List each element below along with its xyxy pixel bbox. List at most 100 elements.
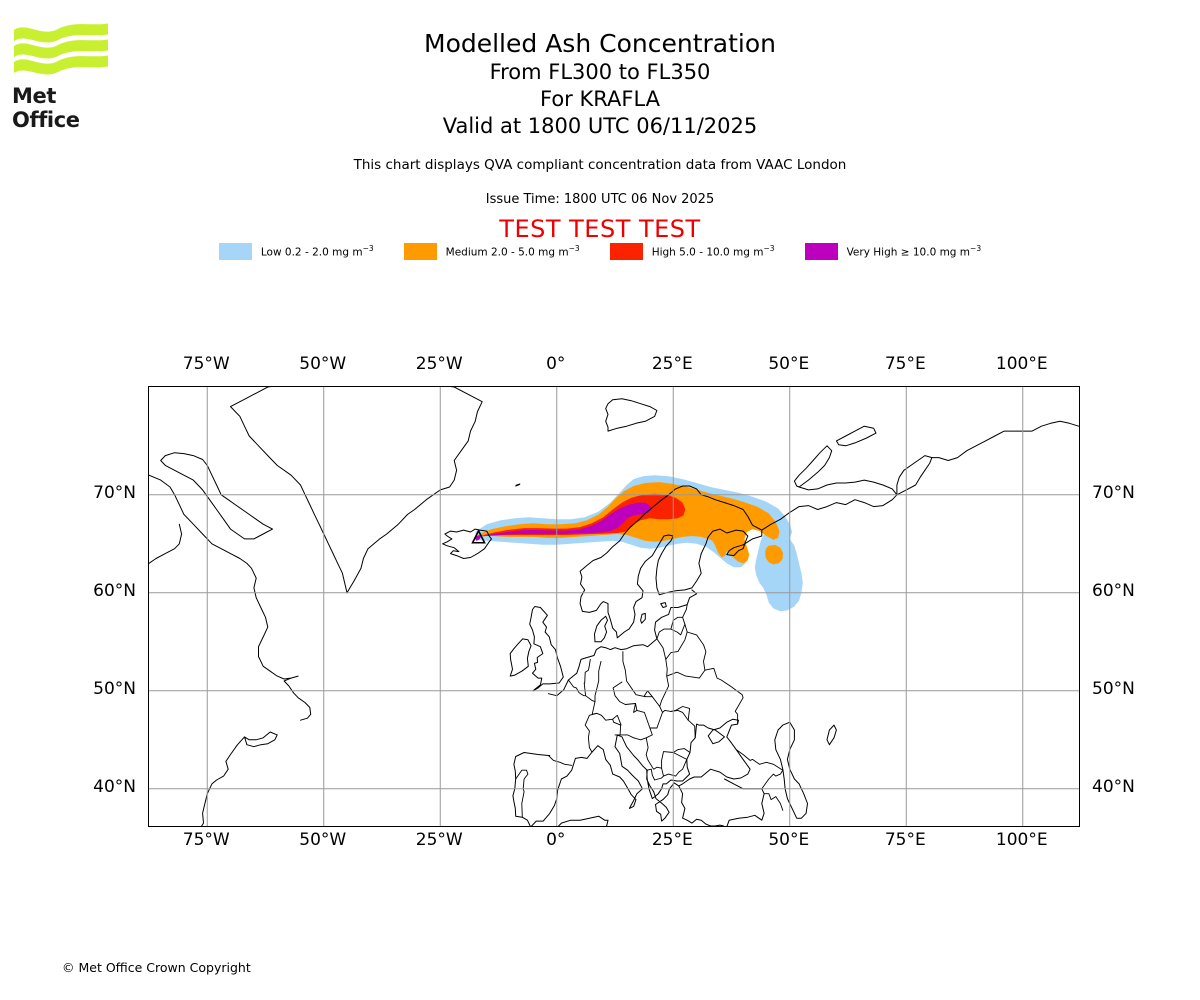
- lat-tick-right-3: 40°N: [1092, 776, 1135, 797]
- lon-tick-top-6: 75°E: [884, 354, 926, 374]
- coastline: [509, 638, 532, 677]
- ash-contour-low: [754, 533, 803, 612]
- country-border: [584, 658, 591, 684]
- graticule-layer: [149, 387, 1079, 826]
- legend-item-high: High 5.0 - 10.0 mg m−3: [609, 243, 775, 260]
- coastline: [149, 474, 299, 680]
- coastline: [724, 778, 765, 826]
- legend-label: High 5.0 - 10.0 mg m−3: [651, 244, 775, 259]
- qva-note: This chart displays QVA compliant concen…: [353, 157, 847, 173]
- legend-swatch: [403, 243, 437, 260]
- legend-label: Medium 2.0 - 5.0 mg m−3: [445, 244, 580, 259]
- lat-tick-right-2: 50°N: [1092, 678, 1135, 699]
- lon-tick-bottom-2: 25°W: [415, 830, 463, 850]
- coastline: [640, 612, 646, 624]
- logo-waves-icon: [14, 23, 108, 75]
- legend-swatch: [804, 243, 838, 260]
- title-line-1: Modelled Ash Concentration: [424, 29, 776, 58]
- legend-label: Very High ≥ 10.0 mg m−3: [846, 244, 982, 259]
- lat-tick-right-1: 60°N: [1092, 580, 1135, 601]
- legend-item-low: Low 0.2 - 2.0 mg m−3: [218, 243, 374, 260]
- lon-tick-bottom-5: 50°E: [768, 830, 810, 850]
- lon-tick-top-4: 25°E: [651, 354, 693, 374]
- coastline: [931, 420, 1079, 461]
- coastline: [515, 483, 521, 487]
- country-border: [666, 669, 706, 679]
- legend-label: Low 0.2 - 2.0 mg m−3: [260, 244, 374, 259]
- copyright-notice: © Met Office Crown Copyright: [62, 960, 251, 975]
- lon-tick-bottom-6: 75°E: [884, 830, 926, 850]
- lat-tick-left-3: 40°N: [93, 776, 136, 797]
- coastline: [442, 528, 492, 559]
- ash-contour-medium: [765, 544, 784, 565]
- ash-contour-very-high: [480, 502, 651, 537]
- volcano-triangle-icon: [471, 528, 486, 544]
- country-border: [656, 623, 686, 640]
- lon-tick-bottom-1: 50°W: [299, 830, 347, 850]
- coastline: [605, 398, 658, 432]
- lon-tick-top-5: 50°E: [768, 354, 810, 374]
- ash-contour-high: [659, 494, 675, 506]
- coastline-layer: [149, 387, 1079, 826]
- lon-tick-bottom-4: 25°E: [651, 830, 693, 850]
- country-border: [515, 769, 529, 818]
- coastline: [529, 606, 564, 692]
- country-border: [547, 755, 573, 766]
- coastline: [230, 387, 483, 594]
- country-border: [643, 690, 653, 698]
- coastline: [594, 615, 608, 643]
- volcano-marker: [471, 528, 486, 544]
- coastline: [835, 425, 877, 447]
- coastline: [160, 452, 273, 540]
- logo-wordmark: Met Office: [12, 84, 80, 132]
- coastline: [201, 736, 245, 826]
- lat-tick-left-2: 50°N: [93, 678, 136, 699]
- country-border: [583, 682, 622, 726]
- title-line-4: Valid at 1800 UTC 06/11/2025: [442, 114, 758, 138]
- country-border: [612, 651, 663, 729]
- coastline: [761, 479, 898, 531]
- lon-tick-top-1: 50°W: [299, 354, 347, 374]
- country-border: [735, 749, 784, 790]
- coastline: [793, 445, 833, 488]
- coastline: [774, 721, 808, 819]
- country-border: [763, 793, 784, 811]
- legend-item-medium: Medium 2.0 - 5.0 mg m−3: [403, 243, 580, 260]
- issue-time: Issue Time: 1800 UTC 06 Nov 2025: [485, 192, 715, 207]
- ash-contour-very-high: [475, 535, 482, 541]
- coastline: [244, 731, 278, 748]
- country-border: [645, 737, 664, 781]
- coastline: [283, 677, 312, 721]
- country-border: [594, 660, 602, 703]
- lat-tick-left-0: 70°N: [93, 482, 136, 503]
- coastline: [896, 455, 933, 496]
- coastline: [149, 523, 183, 564]
- country-border: [670, 616, 684, 630]
- country-border: [584, 712, 598, 753]
- country-border: [672, 748, 691, 753]
- lon-tick-top-3: 0°: [546, 354, 566, 374]
- country-border: [661, 751, 688, 777]
- test-banner: TEST TEST TEST: [499, 215, 701, 243]
- lon-tick-bottom-3: 0°: [546, 830, 566, 850]
- lon-tick-top-0: 75°W: [182, 354, 230, 374]
- country-border: [670, 706, 691, 721]
- lon-tick-top-7: 100°E: [995, 354, 1048, 374]
- lat-tick-left-1: 60°N: [93, 580, 136, 601]
- title-line-3: For KRAFLA: [540, 87, 660, 111]
- legend-swatch: [218, 243, 252, 260]
- country-border: [662, 709, 696, 739]
- country-border: [656, 638, 670, 707]
- lon-tick-bottom-0: 75°W: [182, 830, 230, 850]
- ash-concentration-map: [148, 386, 1080, 827]
- page-title: Modelled Ash Concentration From FL300 to…: [0, 28, 1200, 140]
- country-border: [619, 727, 653, 741]
- ash-plume-layer: [475, 475, 803, 612]
- lon-tick-top-2: 25°W: [415, 354, 463, 374]
- lat-tick-right-0: 70°N: [1092, 482, 1135, 503]
- met-office-logo: Met Office: [12, 22, 122, 132]
- coastline: [557, 785, 725, 826]
- country-border: [567, 679, 587, 697]
- coastline: [660, 602, 667, 608]
- ash-contour-medium: [704, 524, 727, 558]
